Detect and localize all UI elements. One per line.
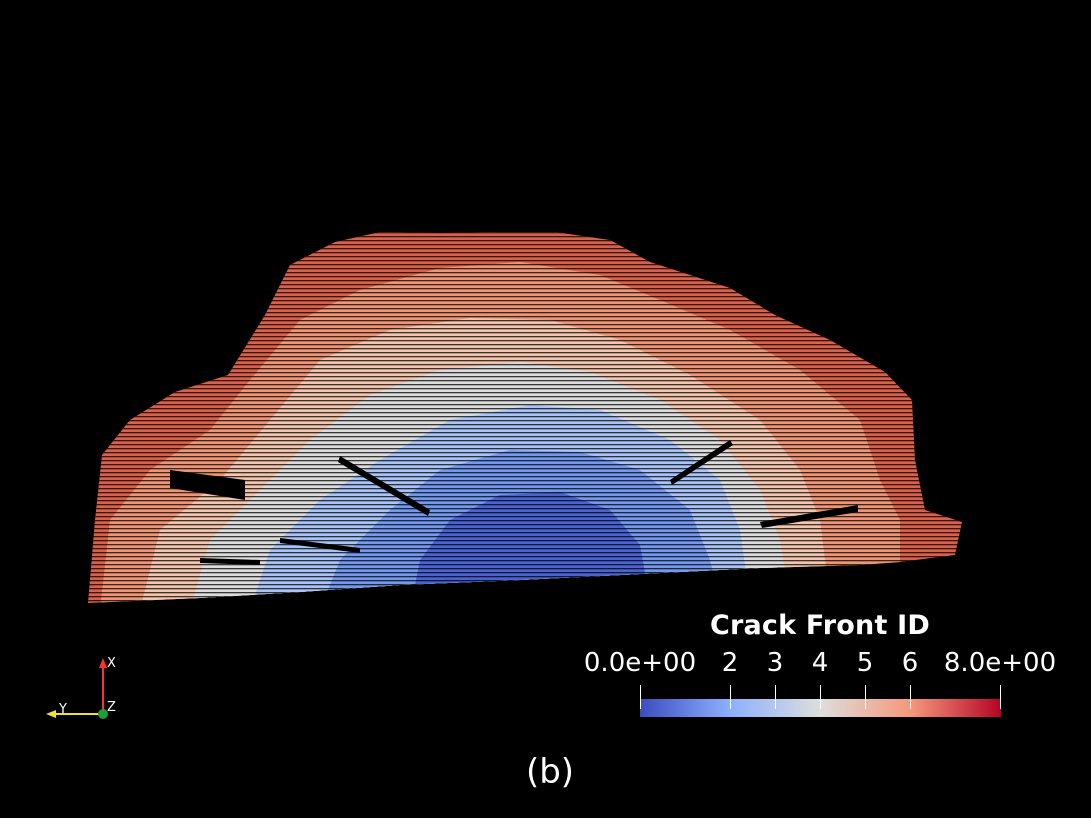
colorbar-tick-label: 0.0e+00 <box>583 648 697 678</box>
colorbar-tick-label: 2 <box>721 648 739 678</box>
colorbar-tick-label: 5 <box>856 648 874 678</box>
figure-caption: (b) <box>525 752 575 792</box>
colorbar-tick-mark <box>640 685 641 709</box>
axis-label-z: Z <box>107 700 116 715</box>
colorbar-tick-mark <box>730 685 731 709</box>
colorbar-tick-mark <box>865 685 866 709</box>
colorbar-tick-label: 8.0e+00 <box>943 648 1057 678</box>
axis-label-x: X <box>107 656 116 671</box>
colorbar-tick-mark <box>910 685 911 709</box>
colorbar-tick-mark <box>775 685 776 709</box>
colorbar-title: Crack Front ID <box>709 610 931 641</box>
crack-surface <box>88 232 962 603</box>
orientation-axes <box>46 658 108 719</box>
colorbar-tick-label: 4 <box>811 648 829 678</box>
axis-label-y: Y <box>59 702 67 717</box>
colorbar-tick-label: 3 <box>766 648 784 678</box>
colorbar-tick-mark <box>1000 685 1001 709</box>
colorbar-tick-mark <box>820 685 821 709</box>
colorbar-tick-label: 6 <box>901 648 919 678</box>
